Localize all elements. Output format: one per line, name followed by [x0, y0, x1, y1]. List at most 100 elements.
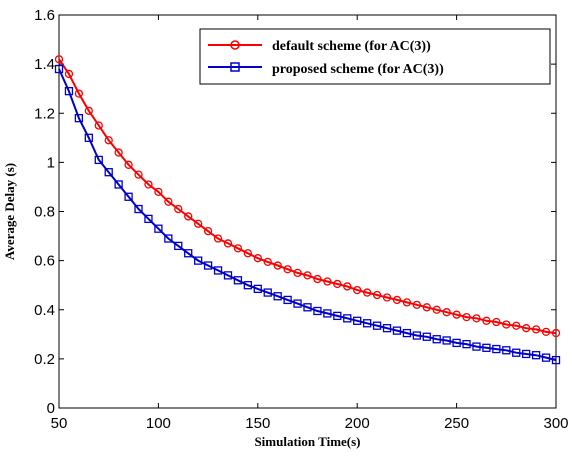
data-point — [402, 298, 412, 307]
data-point — [541, 327, 551, 337]
data-point — [134, 204, 143, 214]
data-point — [283, 295, 292, 305]
data-point — [243, 249, 253, 258]
data-point — [134, 170, 143, 179]
data-point — [442, 308, 451, 317]
data-point — [531, 325, 541, 334]
data-point — [392, 295, 402, 305]
data-point — [203, 226, 213, 236]
data-point — [243, 281, 253, 290]
series-layer — [54, 55, 561, 365]
data-point — [402, 328, 412, 338]
data-point — [114, 148, 123, 157]
data-point — [353, 285, 362, 295]
data-point — [502, 320, 511, 329]
data-point — [64, 69, 74, 79]
series-default-scheme — [54, 55, 561, 338]
data-point — [531, 351, 541, 360]
data-point — [492, 344, 501, 354]
data-point — [64, 86, 74, 96]
data-point — [213, 266, 223, 275]
data-point — [74, 114, 84, 123]
data-point — [442, 336, 451, 345]
data-point — [303, 271, 312, 280]
data-point — [74, 89, 84, 98]
data-point — [313, 274, 322, 284]
data-point — [313, 306, 322, 316]
data-point — [323, 309, 332, 318]
y-tick-label: 0.8 — [34, 204, 55, 221]
x-tick-label: 200 — [345, 415, 370, 432]
x-tick-label: 150 — [245, 415, 270, 432]
x-tick-label: 100 — [146, 415, 171, 432]
x-tick-label: 250 — [444, 415, 469, 432]
y-tick-label: 0.4 — [34, 302, 55, 319]
data-point — [54, 64, 64, 74]
data-point — [392, 326, 402, 335]
data-point — [164, 234, 173, 243]
x-axis-ticks: 50 100 150 200 250 300 — [51, 15, 569, 432]
data-point — [462, 312, 471, 322]
data-point — [333, 311, 342, 321]
data-point — [164, 197, 173, 206]
data-point — [223, 239, 233, 248]
data-point — [154, 187, 163, 197]
data-point — [472, 314, 481, 323]
data-point — [184, 212, 193, 221]
data-point — [372, 290, 382, 300]
series-proposed-scheme — [54, 64, 561, 365]
data-point — [333, 279, 342, 289]
data-point — [382, 293, 392, 302]
x-tick-label: 300 — [543, 415, 568, 432]
data-point — [273, 261, 282, 270]
data-point — [223, 271, 233, 280]
x-tick-label: 50 — [51, 415, 68, 432]
data-point — [154, 224, 163, 233]
data-point — [144, 180, 153, 189]
data-point — [253, 254, 262, 263]
legend-marker-default-scheme — [230, 40, 240, 50]
data-point — [124, 160, 133, 169]
data-point — [174, 204, 183, 214]
data-point — [551, 328, 561, 338]
data-point — [551, 355, 561, 365]
data-point — [124, 192, 133, 201]
data-point — [382, 324, 392, 333]
y-axis-title: Average Delay (s) — [2, 163, 17, 260]
data-point — [233, 244, 243, 253]
data-point — [412, 300, 421, 309]
data-point — [412, 331, 421, 340]
data-point — [94, 121, 103, 130]
data-point — [94, 155, 103, 165]
data-point — [203, 261, 213, 270]
data-point — [482, 316, 491, 325]
data-point — [522, 324, 531, 333]
y-axis-ticks: 0 0.2 0.4 0.6 0.8 1 1.2 1.4 1.6 — [34, 7, 556, 417]
data-point — [343, 282, 352, 291]
data-point — [323, 277, 332, 286]
data-point — [194, 219, 203, 228]
y-tick-label: 0.6 — [34, 253, 55, 270]
data-point — [362, 288, 372, 297]
legend-marker-proposed-scheme — [230, 62, 240, 72]
data-point — [432, 305, 441, 314]
legend-label-default-scheme: default scheme (for AC(3)) — [272, 39, 431, 54]
data-point — [353, 316, 362, 325]
data-point — [422, 332, 431, 341]
data-point — [432, 335, 441, 344]
data-point — [293, 299, 302, 308]
data-point — [492, 317, 501, 327]
data-point — [303, 303, 312, 312]
data-point — [84, 133, 93, 142]
data-point — [104, 136, 113, 145]
legend-label-proposed-scheme: proposed scheme (for AC(3)) — [272, 62, 444, 77]
legend: default scheme (for AC(3)) proposed sche… — [199, 28, 551, 85]
y-tick-label: 0 — [47, 400, 55, 417]
data-point — [213, 234, 223, 243]
y-tick-label: 1.6 — [34, 7, 55, 24]
data-point — [472, 342, 481, 351]
data-point — [482, 343, 491, 352]
y-tick-label: 1 — [47, 154, 55, 171]
data-point — [452, 338, 461, 348]
